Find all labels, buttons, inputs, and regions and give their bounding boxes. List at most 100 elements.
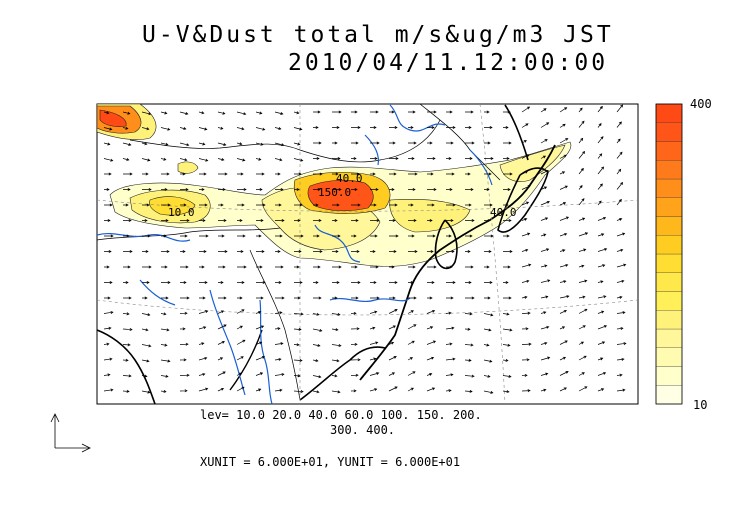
wind-vector	[293, 142, 301, 146]
wind-vector	[103, 388, 114, 392]
wind-vector	[179, 389, 188, 393]
wind-vector	[616, 138, 621, 144]
wind-vector	[559, 107, 568, 113]
wind-vector	[370, 110, 379, 114]
wind-vector	[521, 389, 531, 393]
wind-vector	[408, 141, 417, 145]
wind-vector	[312, 344, 321, 347]
wind-vector	[255, 388, 262, 392]
wind-vector	[540, 108, 547, 113]
wind-vector	[484, 218, 491, 223]
wind-vector	[408, 203, 414, 207]
wind-vector	[141, 111, 152, 116]
wind-vector	[426, 373, 433, 376]
wind-vector	[464, 358, 472, 362]
wind-vector	[445, 342, 453, 346]
wind-vector	[160, 312, 167, 316]
wind-vector	[540, 233, 547, 237]
wind-vector	[578, 167, 584, 175]
wind-vector	[408, 110, 416, 114]
wind-vector	[236, 309, 245, 314]
wind-vector	[256, 203, 266, 207]
wind-vector	[123, 249, 133, 254]
colorbar-swatch	[655, 385, 683, 405]
wind-vector	[123, 296, 132, 300]
contour-levels-line2: 300. 400.	[330, 423, 396, 437]
wind-vector	[578, 264, 585, 268]
wind-vector	[446, 156, 452, 161]
wind-vector	[199, 172, 207, 176]
wind-vector	[199, 203, 208, 207]
wind-vector	[427, 110, 437, 114]
wind-vector	[294, 296, 301, 300]
wind-vector	[179, 111, 189, 115]
wind-vector	[427, 141, 433, 145]
wind-vector	[293, 359, 303, 363]
wind-vector	[446, 218, 454, 223]
wind-vector	[198, 158, 209, 162]
wind-vector	[274, 388, 283, 392]
wind-vector	[217, 158, 225, 161]
wind-vector	[236, 142, 243, 146]
wind-vector	[465, 172, 471, 176]
wind-vector	[483, 390, 494, 394]
colorbar-swatch	[655, 178, 683, 198]
colorbar-swatch	[655, 272, 683, 292]
wind-vector	[351, 187, 358, 192]
wind-vector	[445, 373, 454, 377]
wind-vector	[408, 218, 417, 223]
wind-vector	[408, 265, 416, 269]
wind-vector	[180, 296, 190, 300]
wind-vector	[389, 125, 398, 130]
wind-vector	[351, 141, 359, 145]
wind-vector	[616, 181, 624, 190]
wind-vector	[446, 141, 454, 145]
wind-vector	[616, 357, 625, 361]
wind-vector	[427, 218, 433, 223]
colorbar-swatch	[655, 291, 683, 311]
wind-vector	[180, 265, 189, 269]
wind-vector	[255, 111, 263, 115]
wind-vector	[465, 296, 475, 300]
wind-vector	[388, 325, 396, 330]
wind-vector	[142, 203, 150, 207]
wind-vector	[351, 265, 358, 269]
colorbar-swatch	[655, 197, 683, 217]
wind-vector	[540, 279, 551, 283]
wind-vector	[521, 201, 530, 206]
wind-vector	[217, 324, 227, 330]
wind-vector	[559, 371, 569, 376]
colorbar-swatch	[655, 253, 683, 273]
wind-vector	[142, 172, 149, 176]
wind-vector	[559, 340, 568, 345]
wind-vector	[122, 328, 133, 332]
wind-vector	[446, 203, 456, 207]
colorbar-frame	[655, 103, 683, 405]
wind-vector	[332, 234, 341, 238]
contour-label: 40.0	[490, 206, 517, 219]
wind-vector	[370, 280, 377, 285]
wind-vector	[236, 339, 246, 345]
wind-vector	[559, 232, 568, 237]
wind-vector	[370, 265, 379, 269]
wind-vector	[521, 218, 528, 221]
wind-vector	[559, 185, 568, 190]
wind-vector	[388, 309, 398, 314]
wind-vector	[351, 156, 357, 161]
wind-vector	[369, 310, 378, 314]
wind-vector	[180, 234, 188, 238]
wind-vector	[502, 374, 512, 378]
colorbar-swatch	[655, 160, 683, 180]
wind-vector	[597, 123, 602, 128]
wind-vector	[179, 373, 190, 377]
wind-vector	[446, 187, 453, 192]
wind-vector	[484, 265, 490, 269]
wind-vector	[408, 280, 414, 285]
wind-vector	[597, 136, 604, 144]
wind-vector	[142, 187, 152, 192]
wind-vector	[502, 390, 510, 394]
wind-vector	[578, 341, 585, 345]
wind-vector	[370, 203, 377, 207]
wind-vector	[616, 232, 626, 237]
wind-vector	[104, 234, 114, 238]
